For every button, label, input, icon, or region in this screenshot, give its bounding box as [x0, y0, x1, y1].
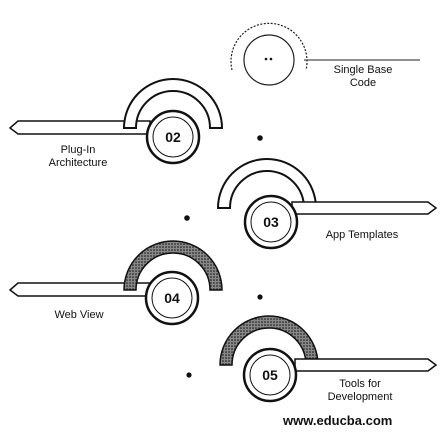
- step-3-label-line1: App Templates: [325, 229, 399, 241]
- step-3-number: 03: [263, 214, 279, 230]
- step-5-shape: [219, 315, 438, 403]
- step-3-label: App Templates: [307, 229, 417, 242]
- decorative-dot: [184, 215, 190, 221]
- decorative-dot: [257, 294, 263, 300]
- step-1-label-line1: Single Base: [333, 64, 393, 76]
- step-2-label-line1: Plug-In: [60, 144, 96, 156]
- step-5-label-line1: Tools for: [339, 378, 381, 390]
- step-3-shape: [216, 158, 438, 250]
- step-4-shape: [8, 240, 223, 326]
- step-4-label: Web View: [44, 309, 114, 322]
- step-2-shape: [8, 78, 224, 165]
- decorative-dot: [186, 372, 192, 378]
- decorative-dot: [257, 135, 263, 141]
- website-url: www.educba.com: [283, 413, 393, 428]
- step-1-label: Single Base Code: [318, 64, 408, 90]
- step-2-number: 02: [165, 129, 181, 145]
- step-4-label-line1: Web View: [54, 309, 104, 321]
- step-1-label-line2: Code: [349, 77, 377, 89]
- step-1-circle: [243, 34, 295, 86]
- step-4-number: 04: [164, 290, 180, 306]
- step-5-label: Tools for Development: [315, 378, 405, 404]
- step-5-label-line2: Development: [327, 391, 393, 403]
- step-2-label-line2: Architecture: [48, 157, 108, 169]
- step-2-label: Plug-In Architecture: [38, 144, 118, 170]
- step-1-shape: [230, 22, 420, 86]
- step-5-number: 05: [262, 367, 278, 383]
